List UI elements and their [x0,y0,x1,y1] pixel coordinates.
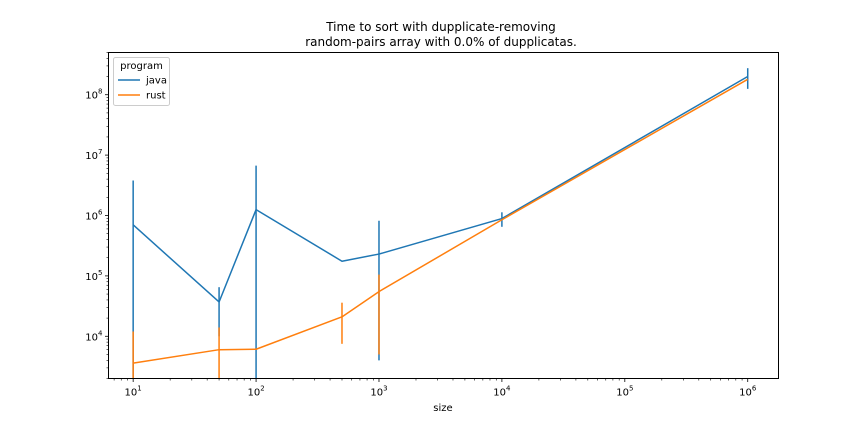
x-tick-label-3: 104 [493,385,511,399]
legend-label-java: java [145,76,167,87]
y-tick-label-0-base: 10 [85,332,98,343]
x-tick-label-1-exponent: 2 [260,385,264,393]
chart-title-line-2: random-pairs array with 0.0% of dupplica… [305,35,577,49]
y-tick-label-1-base: 10 [85,272,98,283]
y-tick-label-3-base: 10 [85,151,98,162]
y-tick-label-0-exponent: 4 [98,329,103,337]
y-tick-label-4-base: 10 [85,91,98,102]
x-tick-label-4-base: 10 [616,388,629,399]
y-tick-label-4-exponent: 8 [98,88,102,96]
y-tick-label-2: 106 [85,209,103,223]
legend: program java rust [113,57,170,106]
y-tick-label-2-exponent: 6 [98,209,103,217]
x-tick-label-2-exponent: 3 [383,385,387,393]
y-tick-label-2-base: 10 [85,212,98,223]
x-tick-label-1: 102 [247,385,264,399]
y-tick-label-1-exponent: 5 [98,269,102,277]
plot-frame [108,52,779,379]
y-tick-label-4: 108 [85,88,102,102]
x-tick-label-5-exponent: 6 [752,385,757,393]
x-tick-label-2-base: 10 [370,388,383,399]
x-tick-label-0-base: 10 [125,388,138,399]
chart-title-line-1: Time to sort with dupplicate-removing [325,20,556,34]
x-tick-label-4: 105 [616,385,633,399]
legend-box [113,57,170,106]
legend-label-rust: rust [146,91,166,102]
x-tick-label-3-exponent: 4 [506,385,511,393]
y-tick-label-0: 104 [85,329,103,343]
y-tick-label-3: 107 [85,148,102,162]
y-tick-label-3-exponent: 7 [98,148,102,156]
x-tick-label-5-base: 10 [739,388,752,399]
x-axis-label: size [433,403,452,414]
legend-title: program [120,61,163,72]
series-layer [132,68,749,379]
x-tick-label-5: 106 [739,385,757,399]
x-tick-label-3-base: 10 [493,388,506,399]
x-tick-label-2: 103 [370,385,387,399]
x-axis-ticks: 101 102 103 104 105 106 [113,378,757,399]
x-tick-label-0-exponent: 1 [137,385,141,393]
x-tick-label-4-exponent: 5 [629,385,633,393]
y-tick-label-1: 105 [85,269,102,283]
x-tick-label-1-base: 10 [247,388,260,399]
x-tick-label-0: 101 [125,385,142,399]
